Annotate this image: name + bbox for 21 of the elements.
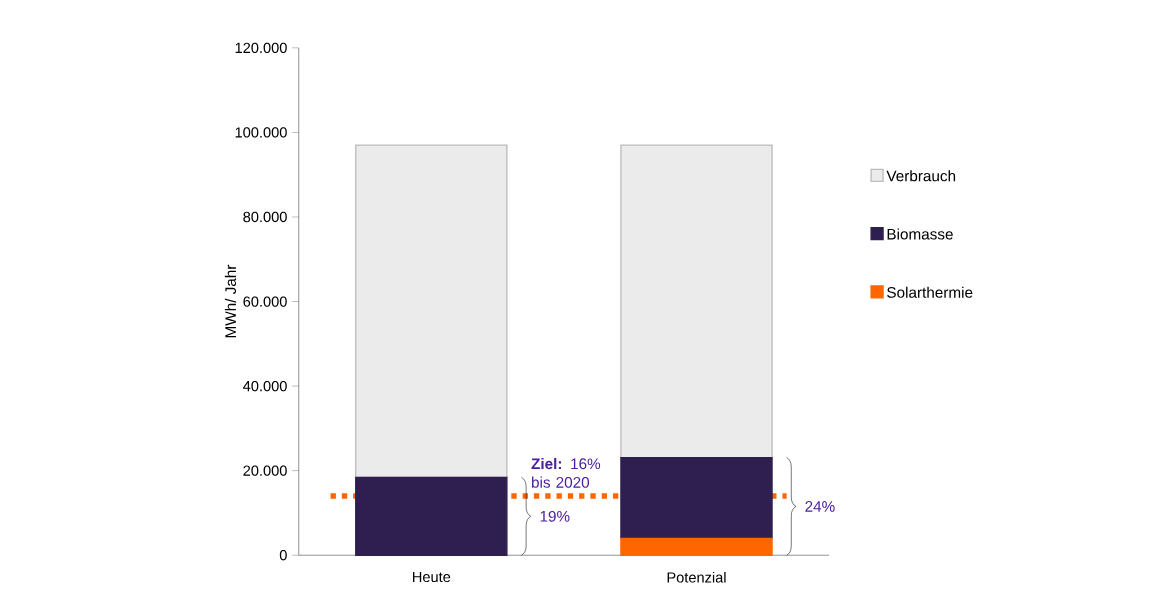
y-tick-label: 80.000 [243,211,287,223]
annotation: 19% [540,510,570,522]
bar [620,456,773,539]
y-tick-label: 20.000 [243,465,287,476]
y-tick-label: 0 [279,550,287,561]
legend-label: Solarthermie [887,286,973,298]
annotation: 24% [805,500,835,512]
legend-label: Verbrauch [886,170,956,182]
y-tick-label: 40.000 [243,380,287,392]
ref-line-label: Ziel: 16% bis 2020 [531,457,601,488]
y-tick-label: 120.000 [235,42,287,54]
bar [355,476,508,556]
bar [620,537,773,556]
y-axis-title: MWh/ Jahr [224,264,237,338]
bar [620,144,773,459]
bar [355,144,508,479]
legend-label: Biomasse [887,228,953,240]
x-tick-label: Heute [413,571,451,583]
x-tick-label: Potenzial [667,571,726,583]
y-tick-label: 60.000 [243,296,287,307]
y-tick-label: 100.000 [235,127,287,138]
